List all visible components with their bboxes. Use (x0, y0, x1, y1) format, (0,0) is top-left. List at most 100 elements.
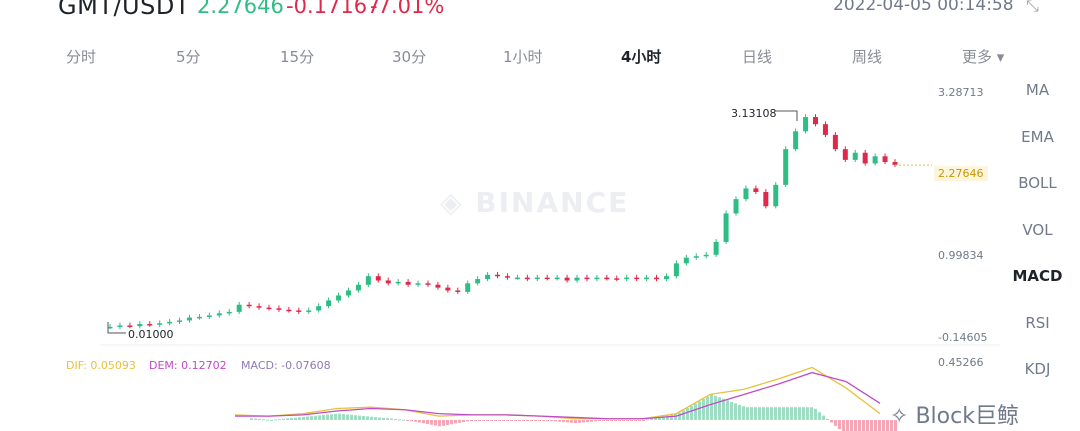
candle-body (445, 287, 451, 291)
indicator-boll[interactable]: BOLL (1018, 174, 1057, 192)
macd-histogram-bar (602, 420, 605, 421)
indicator-macd[interactable]: MACD (1012, 267, 1063, 285)
candle-body (415, 283, 421, 285)
macd-histogram-bar (794, 407, 797, 420)
macd-histogram-bar (638, 420, 641, 421)
macd-histogram-bar (250, 418, 253, 420)
candle-body (326, 300, 332, 307)
candle-body (385, 280, 391, 284)
macd-histogram-bar (654, 417, 657, 420)
interval-tab-1[interactable]: 5分 (176, 48, 201, 66)
indicator-kdj[interactable]: KDJ (1024, 360, 1051, 378)
candle-body (425, 283, 431, 285)
macd-histogram-bar (830, 420, 833, 423)
macd-histogram-bar (278, 419, 281, 421)
macd-histogram-bar (766, 407, 769, 420)
interval-tab-6[interactable]: 日线 (742, 48, 773, 66)
indicator-vol[interactable]: VOL (1022, 220, 1053, 239)
macd-histogram-bar (626, 420, 629, 421)
macd-histogram-bar (426, 420, 429, 425)
macd-histogram-bar (838, 420, 841, 430)
indicator-rsi[interactable]: RSI (1025, 313, 1050, 332)
price-change: -0.17167 (286, 0, 381, 18)
macd-histogram-bar (274, 419, 277, 421)
macd-histogram-bar (690, 405, 693, 420)
candle-body (465, 283, 471, 292)
macd-histogram-bar (266, 419, 269, 421)
interval-tab-3[interactable]: 30分 (392, 48, 427, 66)
macd-histogram-bar (586, 420, 589, 423)
macd-histogram-bar (374, 417, 377, 420)
candle-body (296, 310, 302, 312)
interval-tab-4[interactable]: 1小时 (503, 48, 543, 66)
candle-body (594, 277, 600, 280)
macd-histogram-bar (390, 418, 393, 420)
macd-histogram-bar (422, 420, 425, 424)
macd-histogram-bar (370, 416, 373, 420)
macd-histogram-bar (494, 420, 497, 421)
macd-histogram-bar (858, 420, 861, 431)
macd-histogram-bar (346, 414, 349, 420)
candle-body (544, 277, 550, 280)
macd-histogram-bar (738, 404, 741, 420)
macd-histogram-bar (366, 416, 369, 420)
datetime: 2022-04-05 00:14:58 (833, 0, 1014, 15)
macd-histogram-bar (630, 420, 633, 421)
indicator-ema[interactable]: EMA (1021, 127, 1054, 146)
macd-histogram-bar (770, 407, 773, 420)
macd-histogram-bar (534, 420, 537, 421)
candle-body (375, 276, 381, 281)
candle-body (753, 188, 759, 192)
interval-tab-2[interactable]: 15分 (280, 48, 315, 66)
macd-histogram-bar (798, 407, 801, 420)
candle-body (137, 324, 143, 327)
price-change-pct: -7.01% (370, 0, 445, 18)
macd-histogram-bar (298, 417, 301, 420)
macd-histogram-bar (566, 420, 569, 423)
low-label: 0.01000 (128, 328, 174, 341)
macd-histogram-bar (270, 419, 273, 421)
interval-tab-5[interactable]: 4小时 (621, 48, 662, 66)
macd-histogram-bar (434, 420, 437, 426)
macd-histogram-bar (594, 420, 597, 422)
candle-body (455, 290, 461, 292)
macd-histogram-bar (834, 420, 837, 426)
candle-body (236, 304, 242, 312)
y-tick-mid: 0.99834 (938, 249, 984, 262)
macd-histogram-bar (658, 417, 661, 420)
macd-histogram-bar (762, 407, 765, 420)
macd-histogram-bar (746, 407, 749, 420)
macd-histogram-bar (618, 420, 621, 421)
candle-body (654, 277, 660, 280)
macd-histogram-bar (790, 407, 793, 420)
macd-histogram-bar (622, 420, 625, 421)
candle-body (554, 277, 560, 280)
macd-histogram-bar (694, 403, 697, 420)
macd-histogram-bar (498, 420, 501, 421)
indicator-ma[interactable]: MA (1025, 81, 1050, 99)
candle-body (495, 274, 501, 277)
macd-histogram-bar (674, 414, 677, 420)
candle-body (167, 321, 173, 324)
macd-histogram-bar (330, 414, 333, 420)
candle-body (226, 311, 232, 314)
binance-watermark: ◈ BINANCE (440, 186, 630, 219)
macd-histogram-bar (302, 416, 305, 420)
macd-histogram-bar (642, 420, 645, 421)
interval-tab-0[interactable]: 分时 (66, 48, 97, 66)
y-tick-top: 3.28713 (938, 86, 984, 99)
candle-body (832, 134, 838, 150)
candle-body (783, 149, 789, 185)
macd-histogram-bar (578, 420, 581, 423)
interval-tab-8[interactable]: 更多 ▾ (962, 48, 1005, 66)
macd-histogram-bar (878, 420, 881, 431)
macd-histogram-bar (570, 420, 573, 423)
collapse-arrows-icon[interactable]: ⤡ (1026, 0, 1039, 15)
brand-text: Block巨鲸 (915, 404, 1019, 429)
candle-body (186, 317, 192, 321)
macd-histogram-bar (562, 420, 565, 423)
candle-body (107, 326, 113, 329)
macd-histogram-bar (814, 408, 817, 420)
interval-tab-7[interactable]: 周线 (852, 48, 883, 66)
